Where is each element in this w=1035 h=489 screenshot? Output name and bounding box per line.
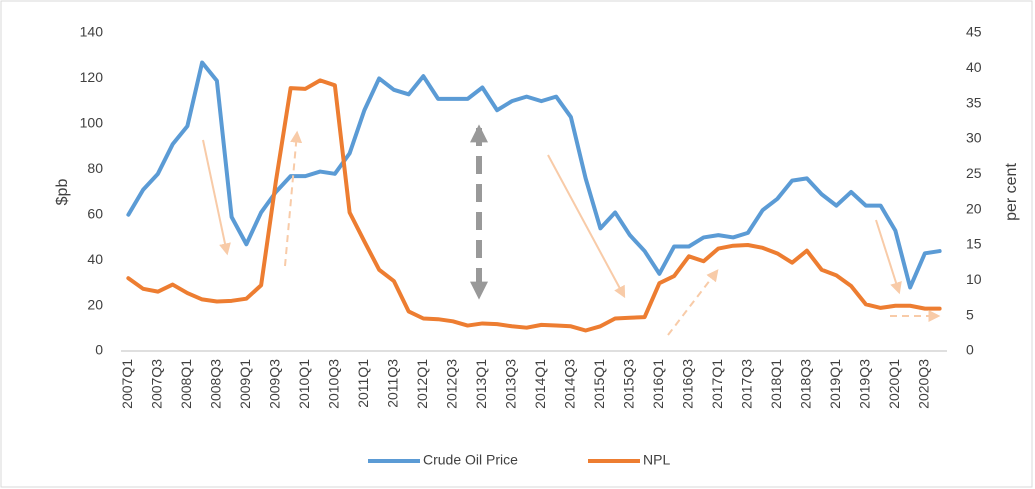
x-tick-label: 2011Q3 [385, 359, 401, 408]
y2-tick-label: 10 [966, 271, 982, 287]
x-tick-label: 2009Q3 [267, 359, 283, 409]
y-tick-label: 120 [80, 69, 104, 85]
x-tick-label: 2019Q1 [827, 359, 843, 409]
x-tick-label: 2017Q1 [709, 359, 725, 409]
x-tick-label: 2010Q3 [326, 359, 342, 409]
y-axis-title: $pb [54, 179, 71, 206]
x-tick-label: 2013Q1 [473, 359, 489, 409]
x-tick-label: 2013Q3 [503, 359, 519, 409]
y2-tick-label: 40 [966, 59, 982, 75]
plot-area: 0 20 40 60 80 100 120 140 0 5 10 15 20 25 30 35 40 45 $pb p… [54, 24, 1020, 468]
y-tick-label: 20 [87, 296, 103, 312]
x-tick-label: 2008Q3 [208, 359, 224, 409]
x-tick-label: 2008Q1 [178, 359, 194, 409]
y2-tick-label: 35 [966, 94, 982, 110]
y-tick-label: 60 [87, 205, 103, 221]
x-tick-label: 2018Q1 [768, 359, 784, 409]
x-tick-label: 2012Q1 [414, 359, 430, 409]
arrow [284, 130, 303, 267]
y2-axis-title: per cent [1003, 163, 1020, 221]
arrow [547, 154, 626, 299]
legend-label: NPL [643, 452, 670, 468]
y2-tick-label: 0 [966, 342, 974, 358]
x-tick-label: 2007Q1 [119, 359, 135, 409]
x-tick-label: 2020Q3 [916, 359, 932, 409]
y2-tick-label: 45 [966, 24, 982, 40]
y2-tick-label: 25 [966, 165, 982, 181]
legend-label: Crude Oil Price [423, 452, 518, 468]
x-tick-label: 2007Q3 [149, 359, 165, 409]
y-tick-label: 80 [87, 160, 103, 176]
x-tick-label: 2014Q3 [562, 359, 578, 409]
x-tick-label: 2015Q3 [621, 359, 637, 409]
x-tick-label: 2014Q1 [532, 359, 548, 409]
arrow [202, 139, 231, 256]
y2-tick-label: 30 [966, 130, 982, 146]
y-tick-label: 40 [87, 251, 103, 267]
arrow [875, 219, 902, 295]
y-tick-label: 0 [95, 342, 103, 358]
arrow [667, 269, 719, 336]
x-tick-label: 2012Q3 [444, 359, 460, 409]
x-tick-label: 2018Q3 [798, 359, 814, 409]
x-tick-label: 2010Q1 [296, 359, 312, 409]
x-tick-label: 2020Q1 [886, 359, 902, 409]
y2-tick-label: 15 [966, 236, 982, 252]
y-tick-label: 100 [80, 115, 104, 131]
x-tick-label: 2009Q1 [237, 359, 253, 409]
x-tick-label: 2016Q1 [650, 359, 666, 409]
annotations [202, 124, 941, 336]
x-tick-label: 2017Q3 [739, 359, 755, 409]
y-tick-label: 140 [80, 24, 104, 40]
x-tick-label: 2019Q3 [857, 359, 873, 409]
x-tick-label: 2015Q1 [591, 359, 607, 409]
x-tick-label: 2016Q3 [680, 359, 696, 409]
x-tick-label: 2011Q1 [355, 359, 371, 408]
y2-tick-label: 5 [966, 306, 974, 322]
data-line [126, 78, 942, 333]
y2-tick-label: 20 [966, 200, 982, 216]
data-line [126, 60, 942, 290]
